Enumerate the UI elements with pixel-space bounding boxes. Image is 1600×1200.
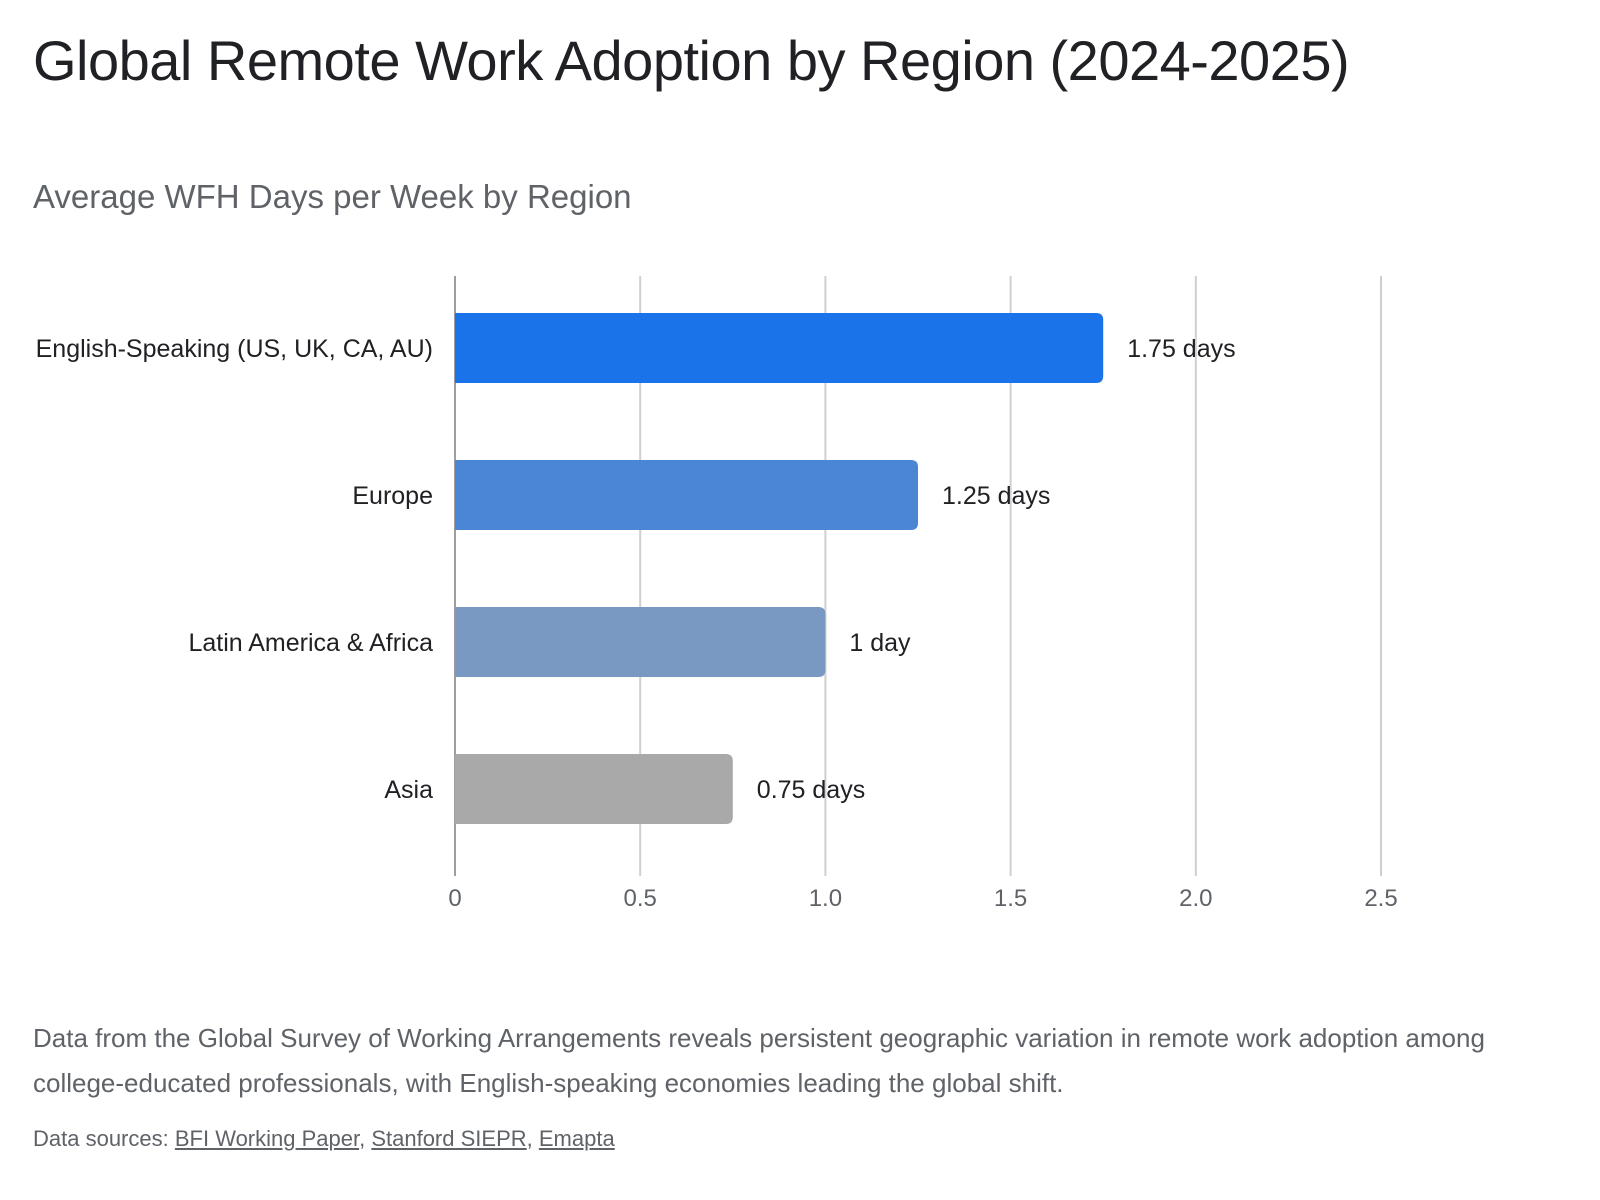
source-separator: , xyxy=(526,1126,539,1151)
data-label: 0.75 days xyxy=(757,776,865,804)
data-label: 1.25 days xyxy=(942,482,1050,510)
bar xyxy=(455,607,826,677)
source-link-stanford[interactable]: Stanford SIEPR xyxy=(371,1126,527,1151)
sources-label: Data sources: xyxy=(33,1126,169,1151)
category-label: Europe xyxy=(352,482,433,510)
x-tick-label: 1.0 xyxy=(809,885,842,912)
x-tick-label: 0 xyxy=(448,885,461,912)
data-label: 1 day xyxy=(849,629,911,657)
bar xyxy=(455,754,733,824)
x-tick-label: 0.5 xyxy=(624,885,657,912)
data-labels: 1.75 days 1.25 days 1 day 0.75 days xyxy=(757,335,1236,804)
chart-description: Data from the Global Survey of Working A… xyxy=(33,1023,1485,1098)
bar-chart: English-Speaking (US, UK, CA, AU) Europe L… xyxy=(36,276,1398,912)
x-tick-label: 2.5 xyxy=(1364,885,1397,912)
category-label: English-Speaking (US, UK, CA, AU) xyxy=(36,335,433,363)
source-link-bfi[interactable]: BFI Working Paper xyxy=(174,1126,360,1151)
chart-title: Average WFH Days per Week by Region xyxy=(33,178,632,215)
page-title: Global Remote Work Adoption by Region (2… xyxy=(33,29,1350,92)
bar xyxy=(455,313,1104,383)
category-label: Latin America & Africa xyxy=(188,629,433,657)
data-sources: Data sources: BFI Working Paper, Stanfor… xyxy=(33,1126,615,1152)
x-axis-ticks: 0 0.5 1.0 1.5 2.0 2.5 xyxy=(448,885,1397,912)
bars xyxy=(455,313,1104,824)
bar xyxy=(455,460,918,530)
data-label: 1.75 days xyxy=(1127,335,1235,363)
category-labels: English-Speaking (US, UK, CA, AU) Europe L… xyxy=(36,335,433,804)
x-tick-label: 1.5 xyxy=(994,885,1027,912)
category-label: Asia xyxy=(384,776,433,804)
source-separator: , xyxy=(359,1126,372,1151)
source-link-emapta[interactable]: Emapta xyxy=(538,1126,615,1151)
x-tick-label: 2.0 xyxy=(1179,885,1212,912)
